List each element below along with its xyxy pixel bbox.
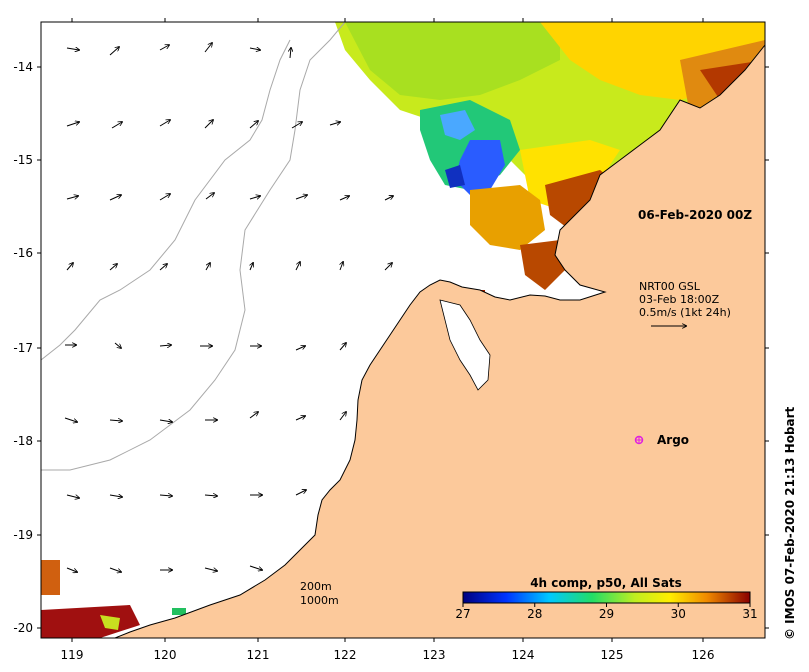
sst-field [41,22,765,638]
lat-tick-label: -18 [13,434,33,448]
isobath-legend-200m: 200m [300,580,332,593]
date-label: 06-Feb-2020 00Z [638,208,752,222]
land [114,44,765,638]
colorbar-tick: 28 [527,607,542,621]
lon-tick-label: 121 [247,648,270,662]
imos-credit: © IMOS 07-Feb-2020 21:13 Hobart [783,406,797,640]
isobath-legend-1000m: 1000m [300,594,339,607]
argo-label: Argo [657,433,689,447]
lon-tick-label: 119 [61,648,84,662]
current-legend-source: NRT00 GSL [639,280,701,293]
colorbar-tick: 29 [599,607,614,621]
lon-ticks [71,18,704,642]
colorbar-tick: 31 [742,607,757,621]
lon-tick-label: 120 [154,648,177,662]
lon-tick-label: 126 [692,648,715,662]
lat-tick-label: -15 [13,153,33,167]
lat-tick-label: -14 [13,60,33,74]
lat-tick-label: -17 [13,341,33,355]
lat-tick-label: -20 [13,621,33,635]
current-legend-scale: 0.5m/s (1kt 24h) [639,306,731,319]
colorbar: 4h comp, p50, All Sats 27 28 29 30 31 [455,576,757,621]
lat-ticks [37,66,769,629]
colorbar-tick: 30 [671,607,686,621]
lat-tick-label: -16 [13,246,33,260]
lon-tick-label: 122 [334,648,357,662]
current-vectors [64,43,686,572]
current-legend-time: 03-Feb 18:00Z [639,293,720,306]
isobaths [41,22,346,471]
colorbar-title: 4h comp, p50, All Sats [530,576,682,590]
lon-tick-label: 125 [601,648,624,662]
lon-tick-label: 123 [423,648,446,662]
lon-tick-label: 124 [512,648,535,662]
colorbar-tick: 27 [455,607,470,621]
plot-frame [40,21,766,639]
argo-marker [634,435,644,445]
lat-tick-label: -19 [13,528,33,542]
